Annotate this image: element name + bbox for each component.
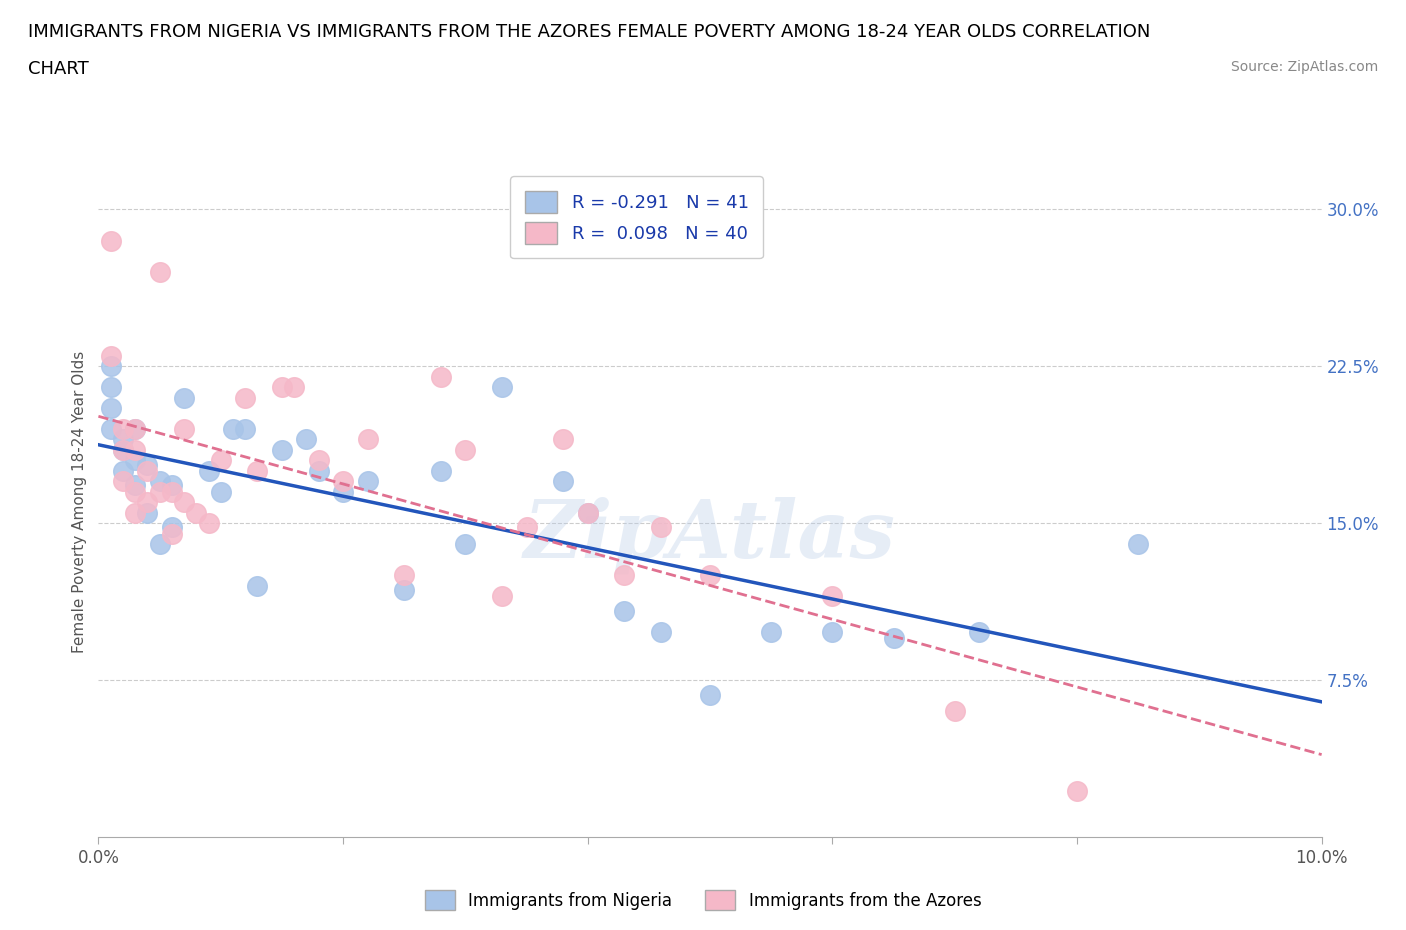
- Point: [553, 474, 575, 489]
- Legend: R = -0.291   N = 41, R =  0.098   N = 40: R = -0.291 N = 41, R = 0.098 N = 40: [510, 177, 763, 259]
- Point: [124, 443, 146, 458]
- Point: [233, 421, 256, 436]
- Point: [222, 421, 245, 436]
- Point: [124, 505, 146, 520]
- Point: [160, 526, 183, 541]
- Point: [283, 379, 305, 394]
- Point: [124, 421, 146, 436]
- Point: [173, 495, 195, 510]
- Point: [821, 625, 844, 640]
- Point: [553, 432, 575, 447]
- Text: CHART: CHART: [28, 60, 89, 78]
- Point: [576, 505, 599, 520]
- Legend: Immigrants from Nigeria, Immigrants from the Azores: Immigrants from Nigeria, Immigrants from…: [418, 884, 988, 917]
- Point: [430, 369, 453, 384]
- Point: [883, 631, 905, 645]
- Point: [149, 485, 172, 499]
- Point: [124, 478, 146, 493]
- Point: [246, 578, 269, 593]
- Point: [160, 478, 183, 493]
- Point: [491, 589, 513, 604]
- Point: [111, 443, 134, 458]
- Point: [136, 505, 159, 520]
- Point: [100, 421, 122, 436]
- Point: [111, 421, 134, 436]
- Point: [295, 432, 318, 447]
- Point: [124, 485, 146, 499]
- Point: [111, 443, 134, 458]
- Point: [1066, 783, 1088, 798]
- Point: [270, 443, 292, 458]
- Point: [197, 463, 219, 478]
- Point: [149, 265, 172, 280]
- Y-axis label: Female Poverty Among 18-24 Year Olds: Female Poverty Among 18-24 Year Olds: [72, 352, 87, 654]
- Text: IMMIGRANTS FROM NIGERIA VS IMMIGRANTS FROM THE AZORES FEMALE POVERTY AMONG 18-24: IMMIGRANTS FROM NIGERIA VS IMMIGRANTS FR…: [28, 23, 1150, 41]
- Point: [613, 604, 636, 618]
- Point: [149, 474, 172, 489]
- Point: [111, 474, 134, 489]
- Point: [454, 537, 477, 551]
- Text: ZipAtlas: ZipAtlas: [524, 497, 896, 575]
- Point: [270, 379, 292, 394]
- Point: [100, 401, 122, 416]
- Point: [454, 443, 477, 458]
- Point: [943, 704, 966, 719]
- Point: [650, 625, 672, 640]
- Point: [332, 485, 354, 499]
- Point: [209, 485, 232, 499]
- Point: [613, 568, 636, 583]
- Point: [699, 568, 721, 583]
- Point: [136, 458, 159, 472]
- Point: [516, 520, 538, 535]
- Point: [124, 453, 146, 468]
- Point: [124, 421, 146, 436]
- Point: [160, 485, 183, 499]
- Point: [699, 687, 721, 702]
- Point: [308, 453, 330, 468]
- Point: [100, 233, 122, 248]
- Point: [111, 432, 134, 447]
- Point: [430, 463, 453, 478]
- Point: [821, 589, 844, 604]
- Point: [136, 463, 159, 478]
- Point: [1128, 537, 1150, 551]
- Point: [173, 421, 195, 436]
- Point: [759, 625, 782, 640]
- Point: [149, 537, 172, 551]
- Point: [356, 474, 378, 489]
- Point: [100, 349, 122, 364]
- Point: [197, 516, 219, 531]
- Point: [392, 582, 416, 598]
- Point: [209, 453, 232, 468]
- Point: [491, 379, 513, 394]
- Point: [650, 520, 672, 535]
- Point: [233, 391, 256, 405]
- Point: [111, 463, 134, 478]
- Point: [392, 568, 416, 583]
- Point: [186, 505, 208, 520]
- Point: [246, 463, 269, 478]
- Point: [332, 474, 354, 489]
- Point: [160, 520, 183, 535]
- Point: [356, 432, 378, 447]
- Text: Source: ZipAtlas.com: Source: ZipAtlas.com: [1230, 60, 1378, 74]
- Point: [100, 359, 122, 374]
- Point: [136, 495, 159, 510]
- Point: [173, 391, 195, 405]
- Point: [967, 625, 990, 640]
- Point: [308, 463, 330, 478]
- Point: [100, 379, 122, 394]
- Point: [576, 505, 599, 520]
